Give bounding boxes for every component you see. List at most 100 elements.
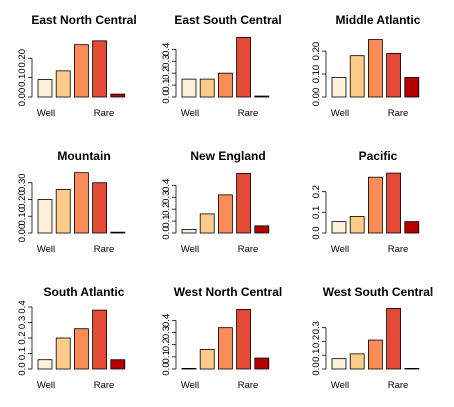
- bar-2: [55, 337, 71, 370]
- x-tick-label: Well: [181, 380, 199, 391]
- y-tick-label: 0.0: [161, 226, 172, 239]
- bar-3: [217, 327, 233, 370]
- y-tick-label: 0.2: [161, 67, 172, 80]
- bar-1: [37, 79, 53, 98]
- x-tick-label: Rare: [388, 108, 409, 119]
- bar-4: [236, 309, 252, 370]
- x-tick-label: Rare: [94, 244, 115, 255]
- y-tick-label: 0.4: [161, 314, 172, 327]
- panel-5: Pacific 0.0 0.1 0.2 Well Rare: [311, 149, 420, 255]
- panel-3: Mountain 0.000.100.200.30 Well Rare: [17, 149, 126, 255]
- bar-2: [349, 353, 365, 370]
- x-tick-label: Well: [331, 380, 349, 391]
- panel-title: West North Central: [174, 285, 282, 299]
- bar-2: [349, 55, 365, 98]
- y-tick-label: 0.20: [17, 190, 28, 209]
- bar-1: [37, 359, 53, 370]
- panel-4: New England 0.00.10.20.30.4 Well Rare: [161, 149, 270, 255]
- bar-5: [254, 225, 270, 234]
- y-tick-label: 0.3: [311, 321, 322, 334]
- bar-2: [349, 216, 365, 234]
- panel-title: Mountain: [57, 149, 110, 163]
- bar-3: [74, 328, 89, 370]
- bar-4: [92, 309, 107, 370]
- x-tick-label: Rare: [94, 108, 115, 119]
- y-tick-label: 0.30: [17, 173, 28, 192]
- panel-8: West South Central 0.00.10.20.3 Well Rare: [311, 285, 433, 391]
- y-tick-label: 0.10: [17, 68, 28, 87]
- x-tick-label: Well: [37, 380, 55, 391]
- bar-3: [217, 194, 233, 234]
- y-tick-label: 0.1: [17, 347, 28, 360]
- bar-4: [386, 172, 402, 234]
- y-tick-label: 0.4: [17, 300, 28, 313]
- x-tick-label: Well: [181, 108, 199, 119]
- y-tick-label: 0.00: [17, 224, 28, 243]
- bar-4: [236, 36, 252, 98]
- y-tick-label: 0.4: [161, 43, 172, 56]
- panel-title: South Atlantic: [44, 285, 125, 299]
- y-tick-label: 0.0: [161, 362, 172, 375]
- y-tick-label: 0.00: [17, 88, 28, 107]
- y-tick-label: 0.1: [161, 78, 172, 91]
- panel-title: Middle Atlantic: [336, 13, 421, 27]
- bar-2: [199, 213, 215, 234]
- y-tick-label: 0.2: [17, 331, 28, 344]
- y-tick-label: 0.3: [17, 316, 28, 329]
- y-tick-label: 0.0: [161, 90, 172, 103]
- bar-5: [254, 95, 270, 98]
- bar-5: [110, 93, 126, 98]
- bar-1: [331, 77, 347, 98]
- bar-3: [367, 339, 383, 370]
- bar-1: [331, 221, 347, 234]
- x-tick-label: Well: [37, 108, 55, 119]
- panel-7: West North Central 0.00.10.20.30.4 Well Rar…: [161, 285, 282, 391]
- bar-1: [181, 229, 197, 234]
- x-tick-label: Rare: [238, 380, 259, 391]
- bar-1: [37, 199, 53, 234]
- panel-6: South Atlantic 0.0 0.1 0.2 0.3 0.4 Well Rare: [17, 285, 126, 391]
- bar-1: [181, 78, 197, 98]
- bar-5: [404, 77, 420, 98]
- bar-2: [199, 78, 215, 98]
- bar-1: [331, 358, 347, 370]
- panel-title: Pacific: [359, 149, 398, 163]
- y-tick-label: 0.1: [311, 349, 322, 362]
- y-tick-label: 0.3: [161, 191, 172, 204]
- y-tick-label: 0.00: [311, 88, 322, 107]
- x-tick-label: Rare: [94, 380, 115, 391]
- x-tick-label: Well: [37, 244, 55, 255]
- y-tick-label: 0.2: [311, 185, 322, 198]
- y-tick-label: 0.10: [311, 65, 322, 84]
- y-tick-label: 0.2: [311, 335, 322, 348]
- bar-5: [110, 359, 126, 370]
- y-tick-label: 0.10: [17, 207, 28, 226]
- panel-title: East North Central: [31, 13, 136, 27]
- bar-3: [217, 72, 233, 98]
- y-tick-label: 0.0: [311, 226, 322, 239]
- y-tick-label: 0.1: [161, 350, 172, 363]
- y-tick-label: 0.1: [161, 214, 172, 227]
- y-tick-label: 0.0: [17, 362, 28, 375]
- bar-2: [55, 189, 71, 234]
- bar-5: [404, 367, 420, 370]
- x-tick-label: Well: [181, 244, 199, 255]
- y-tick-label: 0.2: [161, 338, 172, 351]
- x-tick-label: Rare: [388, 380, 409, 391]
- panel-1: East South Central 0.00.10.20.30.4 Well Rar…: [161, 13, 282, 119]
- y-tick-label: 0.2: [161, 203, 172, 216]
- bar-3: [74, 172, 89, 234]
- y-tick-label: 0.0: [311, 362, 322, 375]
- bar-4: [92, 182, 107, 234]
- bar-2: [55, 70, 71, 98]
- bar-3: [367, 39, 383, 98]
- y-tick-label: 0.20: [17, 49, 28, 68]
- y-tick-label: 0.3: [161, 326, 172, 339]
- bar-4: [386, 52, 402, 98]
- y-tick-label: 0.4: [161, 179, 172, 192]
- bar-3: [367, 176, 383, 234]
- bar-2: [199, 349, 215, 370]
- x-tick-label: Rare: [388, 244, 409, 255]
- panel-title: New England: [190, 149, 265, 163]
